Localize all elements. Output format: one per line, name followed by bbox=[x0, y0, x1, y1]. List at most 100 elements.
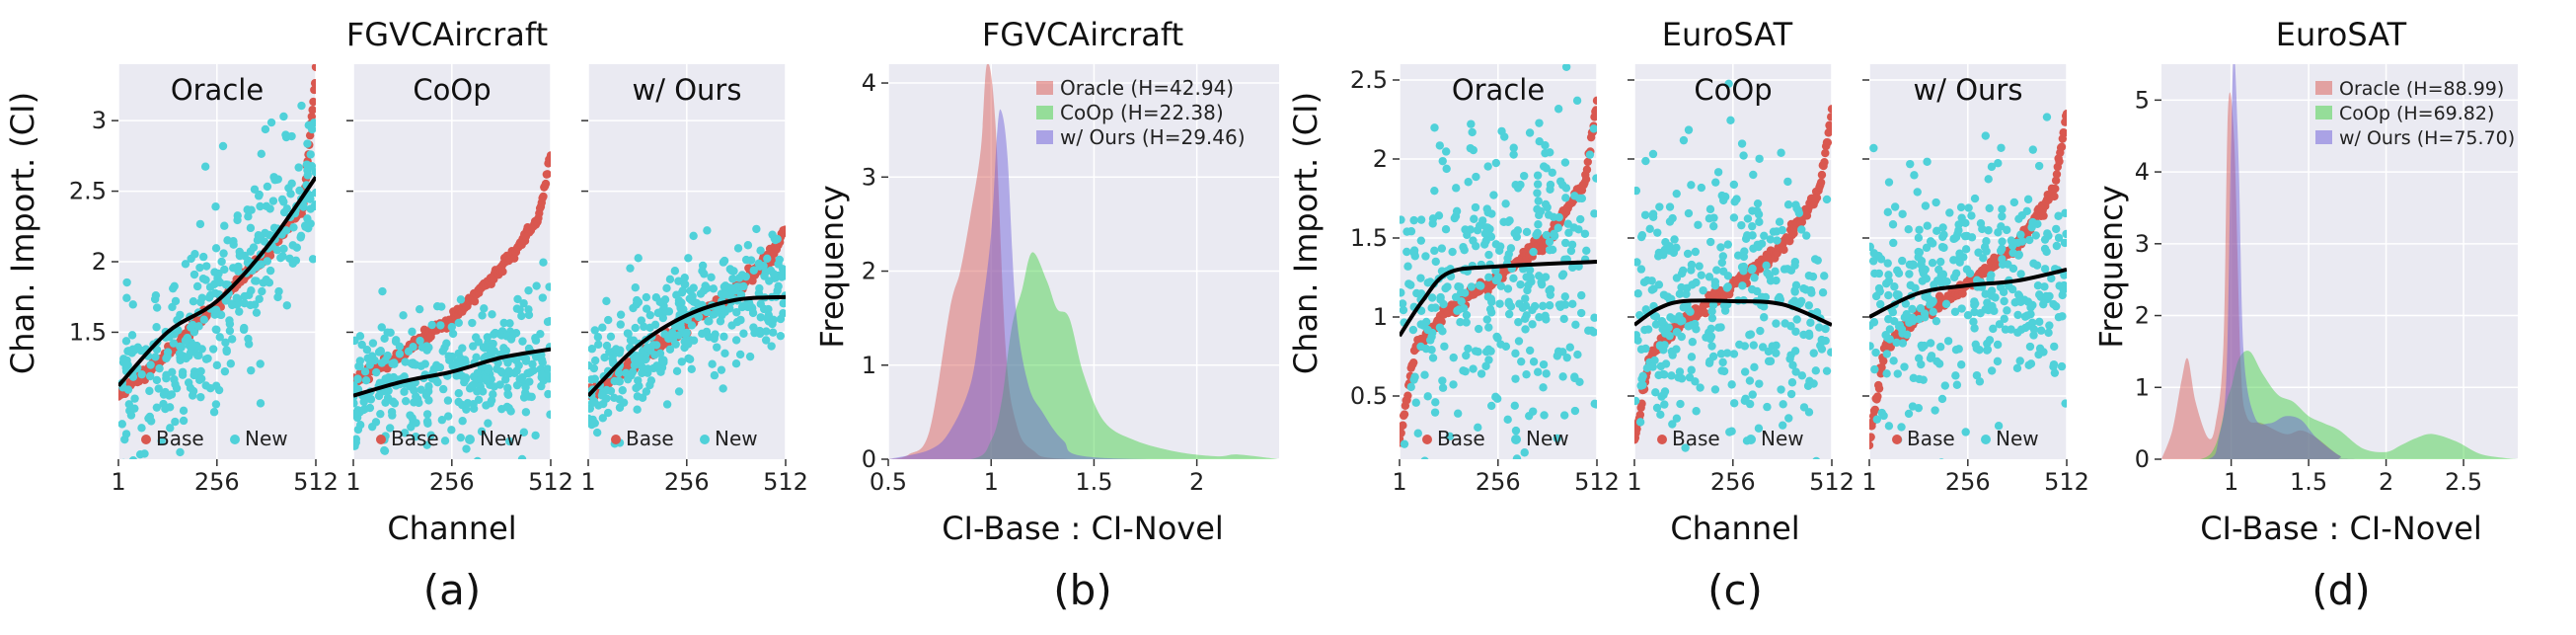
new-point bbox=[521, 408, 531, 417]
new-point bbox=[1920, 313, 1930, 322]
new-point bbox=[1723, 272, 1733, 280]
new-point bbox=[353, 441, 359, 450]
new-point bbox=[1738, 281, 1747, 290]
new-point bbox=[633, 405, 642, 414]
new-point bbox=[1923, 221, 1932, 230]
new-point bbox=[1892, 338, 1901, 348]
new-point bbox=[1400, 215, 1405, 224]
new-point bbox=[2051, 302, 2061, 311]
new-point bbox=[125, 464, 133, 472]
new-point bbox=[1998, 244, 2007, 254]
new-point bbox=[1534, 220, 1543, 229]
new-point bbox=[761, 336, 771, 345]
new-point bbox=[2040, 282, 2049, 291]
new-point bbox=[1687, 181, 1696, 190]
new-point bbox=[1777, 385, 1785, 394]
new-point bbox=[1997, 222, 2006, 231]
new-point bbox=[1469, 145, 1478, 155]
new-point bbox=[1716, 323, 1725, 332]
new-point bbox=[220, 265, 229, 275]
new-point bbox=[598, 414, 607, 423]
new-point bbox=[474, 456, 482, 459]
new-point bbox=[1778, 421, 1787, 430]
new-point bbox=[307, 39, 315, 46]
new-point bbox=[1467, 282, 1477, 291]
new-point bbox=[513, 294, 522, 304]
new-point bbox=[537, 351, 546, 359]
new-point bbox=[371, 367, 381, 377]
new-point bbox=[710, 333, 719, 343]
new-point bbox=[1804, 408, 1814, 417]
new-point bbox=[1582, 246, 1591, 256]
new-point bbox=[1707, 313, 1717, 323]
new-point bbox=[269, 223, 279, 232]
new-point bbox=[1430, 186, 1439, 196]
new-point bbox=[289, 223, 298, 232]
new-point bbox=[1495, 299, 1504, 308]
new-point bbox=[1711, 178, 1720, 187]
new-point bbox=[1773, 236, 1781, 245]
subplot-w-ours: w/ Ours Base New 1 256 512 bbox=[1861, 64, 2089, 496]
new-point bbox=[1585, 150, 1595, 159]
new-point bbox=[1537, 278, 1546, 287]
new-point bbox=[1459, 366, 1468, 375]
new-point bbox=[1994, 159, 2003, 168]
new-point bbox=[1972, 344, 1981, 353]
new-point bbox=[1914, 233, 1924, 243]
new-point bbox=[1493, 334, 1502, 343]
new-point bbox=[1957, 304, 1966, 313]
new-point bbox=[1535, 312, 1544, 322]
new-point bbox=[634, 254, 643, 263]
new-point bbox=[1884, 290, 1893, 300]
base-point bbox=[1637, 399, 1646, 408]
new-point bbox=[1708, 300, 1718, 310]
new-point bbox=[610, 376, 619, 386]
new-point bbox=[680, 329, 689, 338]
new-point bbox=[306, 195, 315, 203]
y-tick-label: 3 bbox=[862, 163, 876, 191]
new-point bbox=[198, 252, 208, 262]
new-point bbox=[1409, 246, 1419, 255]
new-point bbox=[635, 358, 644, 368]
new-point bbox=[386, 328, 395, 337]
new-point bbox=[1975, 377, 1985, 386]
new-point bbox=[440, 437, 450, 445]
new-point bbox=[779, 267, 786, 276]
legend-base-label: Base bbox=[626, 427, 674, 450]
new-point bbox=[181, 336, 190, 346]
legend-base-marker bbox=[1892, 435, 1902, 444]
new-point bbox=[1869, 342, 1874, 351]
new-point bbox=[120, 435, 129, 444]
new-point bbox=[125, 479, 133, 487]
new-point bbox=[1720, 306, 1730, 315]
new-point bbox=[152, 375, 162, 385]
new-point bbox=[1745, 376, 1755, 385]
panel-a: FGVCAircraft Oracle Base New 1 256 512 1.5 2 2.5… bbox=[4, 16, 808, 614]
new-point bbox=[1416, 215, 1426, 224]
new-point bbox=[1542, 164, 1551, 173]
new-point bbox=[1709, 221, 1718, 231]
new-point bbox=[1914, 354, 1924, 363]
new-point bbox=[1513, 226, 1523, 235]
new-point bbox=[456, 295, 466, 304]
new-point bbox=[1567, 240, 1577, 249]
new-point bbox=[232, 293, 241, 302]
new-point bbox=[171, 296, 181, 306]
new-point bbox=[1634, 289, 1642, 298]
new-point bbox=[423, 419, 432, 428]
new-point bbox=[1648, 209, 1658, 218]
new-point bbox=[703, 226, 712, 235]
new-point bbox=[169, 283, 178, 293]
new-point bbox=[201, 381, 210, 390]
new-point bbox=[447, 322, 457, 332]
new-point bbox=[279, 112, 288, 121]
new-point bbox=[741, 255, 751, 265]
base-point bbox=[1817, 170, 1827, 180]
new-point bbox=[256, 201, 265, 211]
new-point bbox=[1648, 149, 1658, 159]
new-point bbox=[1571, 320, 1580, 329]
new-point bbox=[632, 300, 642, 309]
new-point bbox=[1509, 143, 1518, 152]
new-point bbox=[1534, 197, 1543, 205]
new-point bbox=[1775, 217, 1784, 226]
